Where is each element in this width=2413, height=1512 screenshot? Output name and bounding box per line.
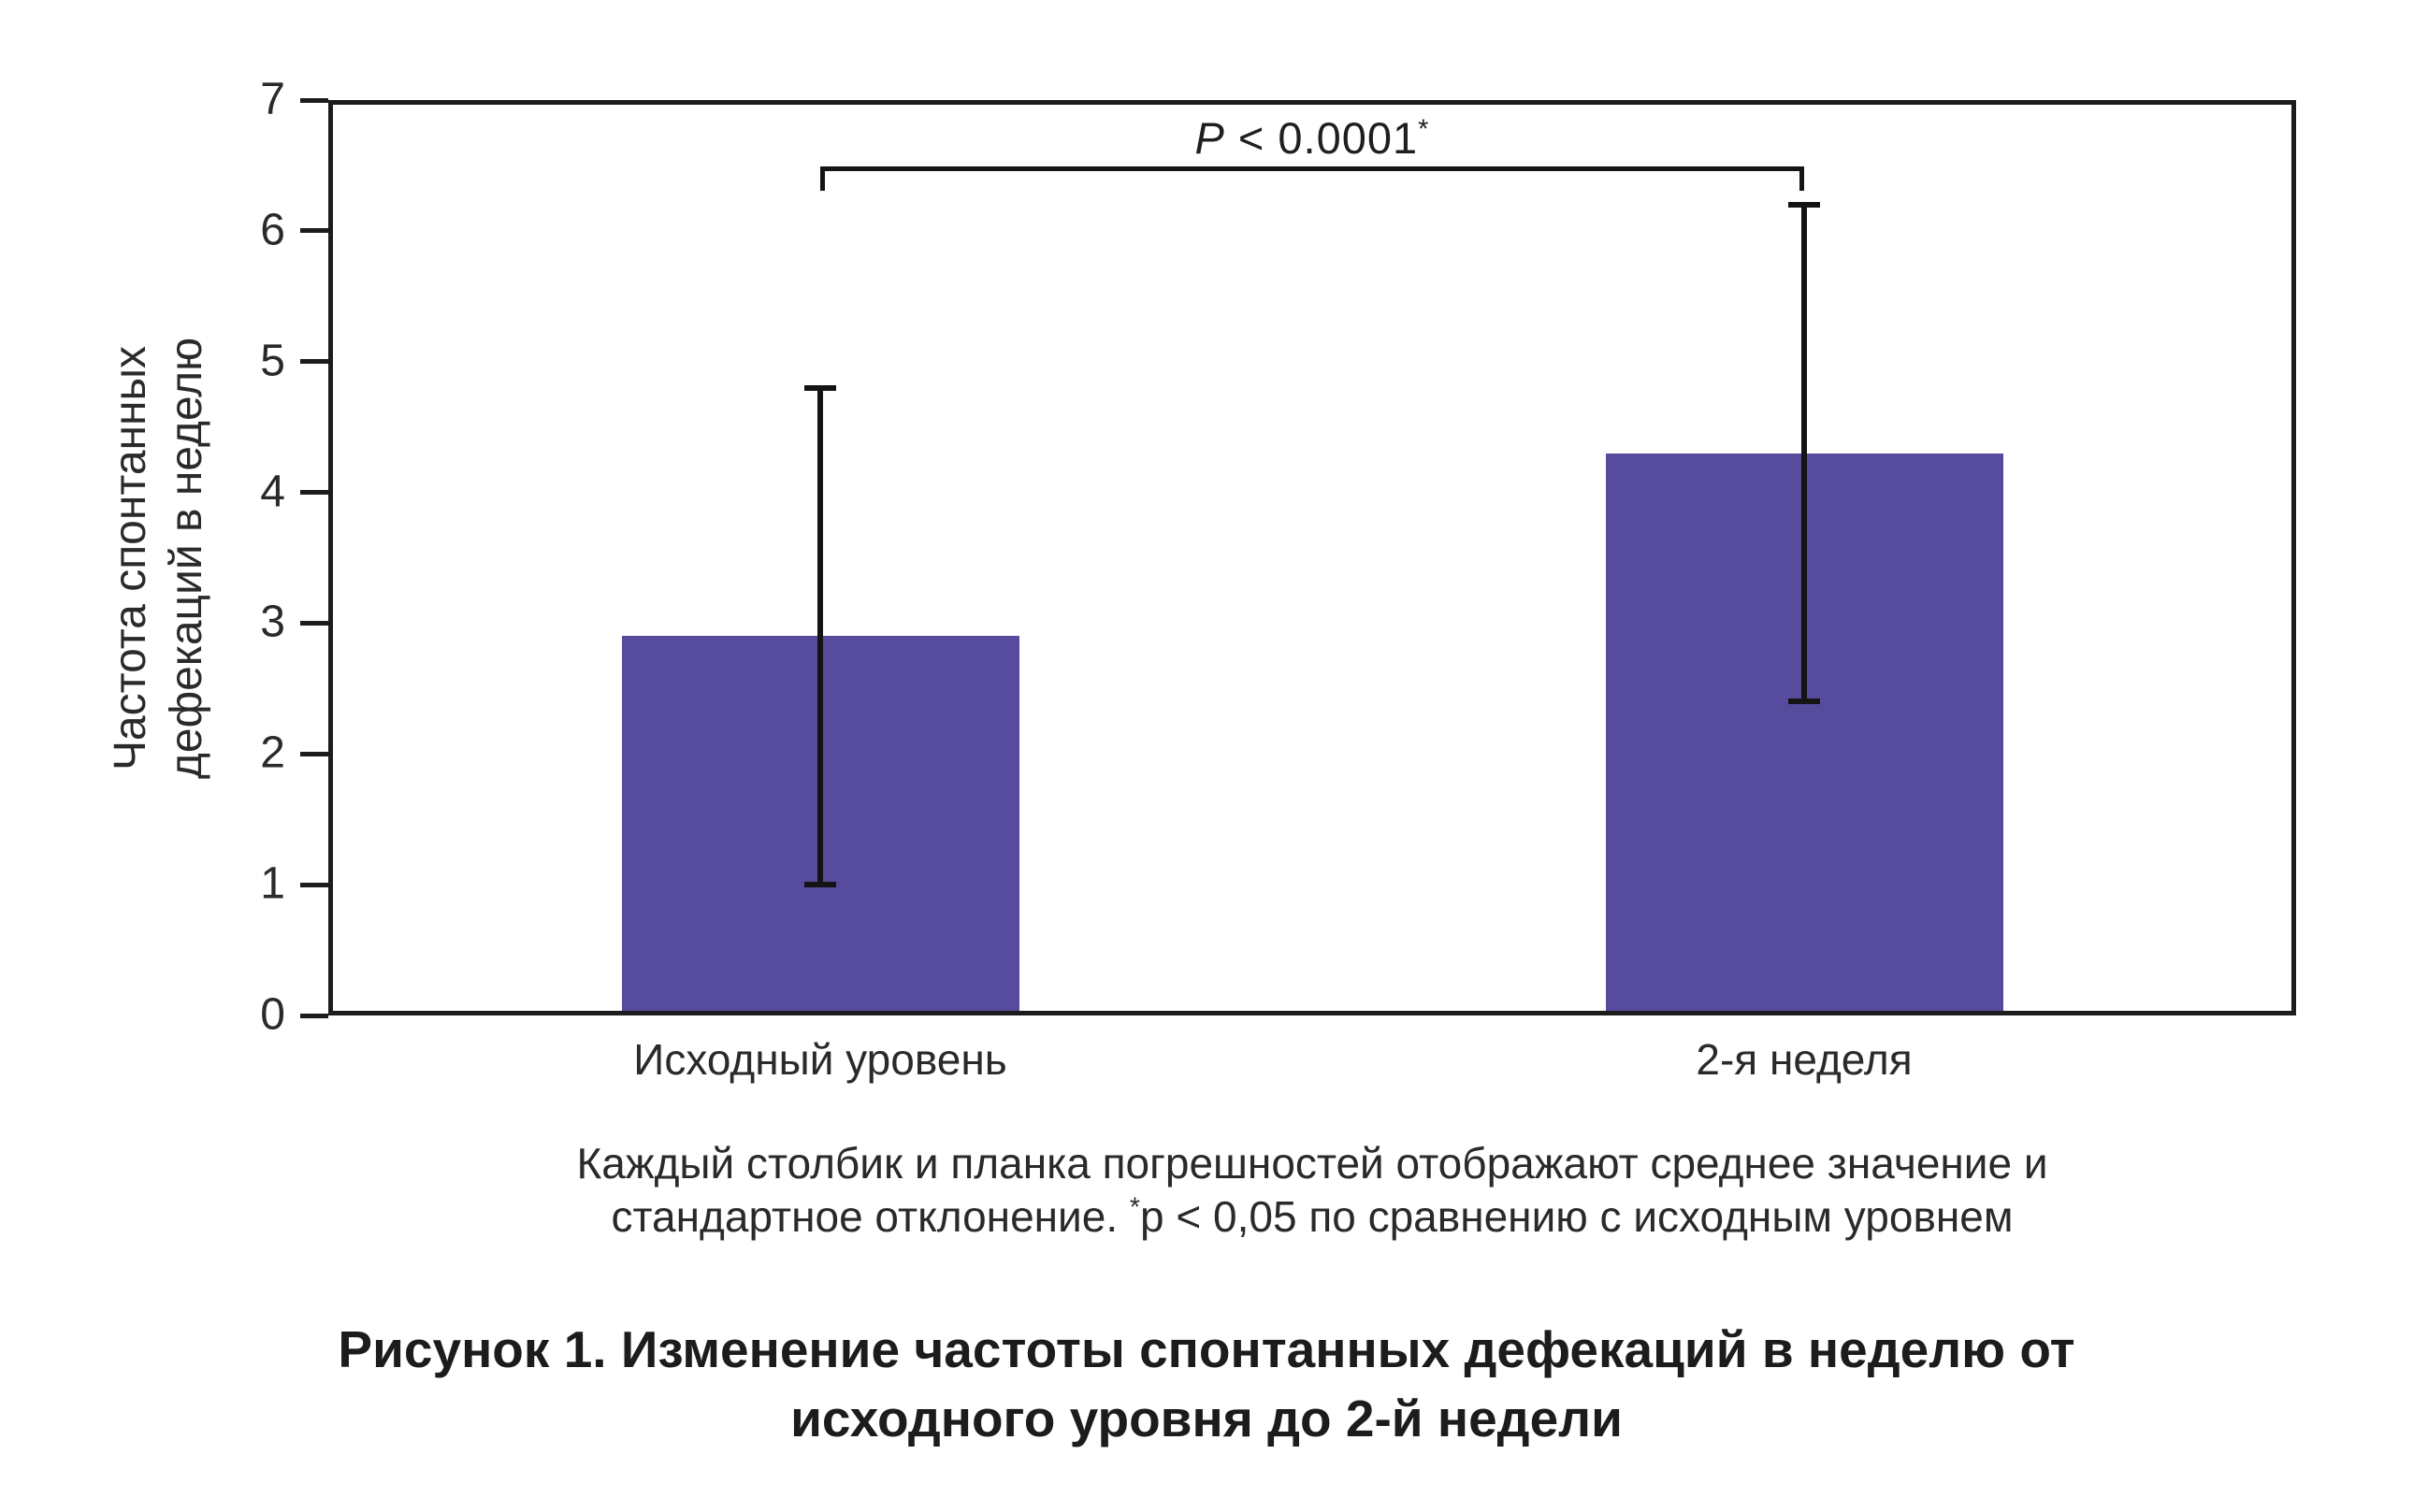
y-tick-mark (300, 751, 328, 756)
figure-title-line1: Рисунок 1. Изменение частоты спонтанных … (338, 1320, 2075, 1378)
y-tick-label: 2 (260, 727, 285, 778)
y-tick-mark (300, 359, 328, 365)
figure-title-line2: исходного уровня до 2-й недели (790, 1390, 1623, 1448)
y-tick-label: 5 (260, 336, 285, 386)
y-axis-title-line2: дефекаций в неделю (162, 337, 211, 779)
p-symbol: P (1194, 113, 1225, 163)
caption-line2-rest: p < 0,05 по сравнению с исходным уровнем (1140, 1192, 2014, 1242)
x-category-label: Исходный уровень (633, 1035, 1007, 1084)
significance-bracket (820, 166, 1804, 191)
y-tick-mark (300, 97, 328, 103)
p-asterisk: * (1418, 114, 1430, 145)
p-value-label: P < 0.0001* (1194, 112, 1429, 164)
error-bar-cap-lower (1788, 698, 1820, 705)
y-axis-title-line1: Частота спонтанных (106, 345, 155, 770)
y-tick-label: 1 (260, 858, 285, 909)
y-tick-mark (300, 620, 328, 626)
error-bar-cap-upper (1788, 201, 1820, 208)
error-bar-line (1801, 204, 1807, 702)
y-tick-mark (300, 228, 328, 234)
error-bar-line (817, 387, 823, 886)
error-bar-cap-upper (804, 384, 836, 391)
caption-line2-prefix: стандартное отклонение. (611, 1192, 1130, 1242)
caption-line1: Каждый столбик и планка погрешностей ото… (576, 1139, 2048, 1188)
y-tick-label: 0 (260, 989, 285, 1040)
caption: Каждый столбик и планка погрешностей ото… (328, 1137, 2296, 1244)
figure-title: Рисунок 1. Изменение частоты спонтанных … (0, 1315, 2413, 1454)
y-tick-label: 6 (260, 205, 285, 255)
y-tick-mark (300, 1013, 328, 1018)
error-bar-cap-lower (804, 882, 836, 888)
p-comparison: < 0.0001 (1224, 113, 1419, 163)
y-axis-title: Частота спонтанных дефекаций в неделю (103, 337, 215, 778)
y-tick-mark (300, 490, 328, 496)
y-tick-label: 4 (260, 466, 285, 516)
caption-line2: стандартное отклонение. *p < 0,05 по сра… (328, 1190, 2296, 1244)
y-tick-label: 7 (260, 74, 285, 124)
x-category-label: 2-я неделя (1696, 1035, 1913, 1084)
y-tick-mark (300, 882, 328, 887)
y-tick-label: 3 (260, 597, 285, 647)
caption-asterisk: * (1129, 1192, 1140, 1223)
